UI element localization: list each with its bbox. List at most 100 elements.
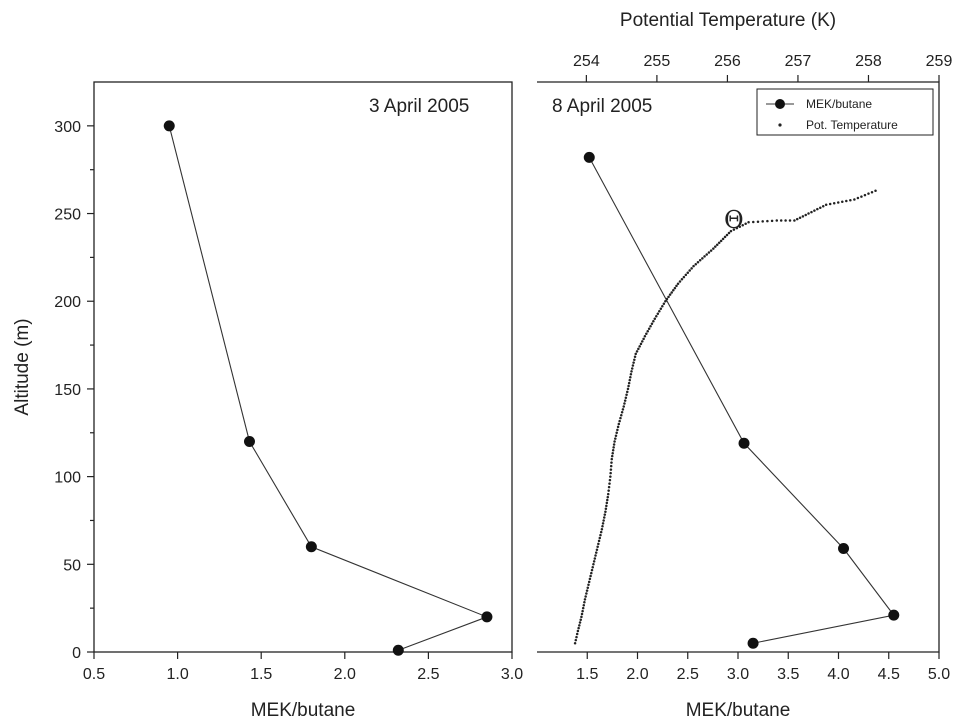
left-data-point bbox=[392, 644, 404, 656]
pot-temp-point bbox=[675, 284, 678, 288]
pot-temp-point bbox=[824, 203, 828, 207]
pot-temp-point bbox=[667, 295, 670, 299]
pot-temp-point bbox=[586, 586, 590, 589]
left-panel-annotation: 3 April 2005 bbox=[369, 96, 469, 117]
pot-temp-point bbox=[653, 317, 657, 321]
pot-temp-point bbox=[600, 527, 604, 531]
pot-temp-point bbox=[723, 235, 727, 239]
pot-temp-point bbox=[606, 498, 609, 502]
pot-temp-point bbox=[721, 237, 725, 241]
right-panel-annotation: 8 April 2005 bbox=[552, 96, 652, 117]
pot-temp-point bbox=[807, 212, 810, 215]
pot-temp-point bbox=[662, 302, 666, 305]
pot-temp-point bbox=[575, 632, 579, 636]
pot-temp-point bbox=[610, 454, 614, 458]
left-axis-ticks: 0.5 1.0 1.5 2.0 2.5 3.0 0 50 100 150 200 250 300 bbox=[54, 119, 523, 683]
pot-temp-point bbox=[655, 315, 658, 318]
pot-temp-point bbox=[617, 422, 621, 426]
pot-temp-point bbox=[698, 259, 702, 262]
pot-temp-point bbox=[630, 367, 634, 370]
pot-temp-point bbox=[588, 577, 592, 581]
pot-temp-point bbox=[686, 271, 689, 274]
pot-temp-point bbox=[652, 320, 655, 323]
pot-temp-point bbox=[867, 192, 870, 195]
right-series-group bbox=[573, 151, 900, 649]
pot-temp-point bbox=[810, 210, 813, 214]
pot-temp-point bbox=[628, 378, 631, 382]
pot-temp-point bbox=[592, 560, 596, 563]
pot-temp-point bbox=[587, 583, 590, 587]
pot-temp-point bbox=[580, 612, 584, 616]
pot-temp-point bbox=[604, 510, 607, 513]
pot-temp-point bbox=[705, 253, 708, 256]
pot-temp-point bbox=[584, 595, 587, 598]
y-tick-label: 200 bbox=[54, 294, 81, 311]
pot-temp-point bbox=[605, 501, 609, 505]
pot-temp-point bbox=[622, 405, 625, 408]
pot-temp-point bbox=[670, 291, 673, 294]
pot-temp-point bbox=[813, 209, 816, 212]
pot-temp-point bbox=[680, 278, 684, 281]
legend-box bbox=[756, 88, 934, 136]
pot-temp-point bbox=[860, 195, 863, 198]
right-x-tick-label: 4.0 bbox=[827, 666, 849, 683]
right-x-tick-label: 3.5 bbox=[777, 666, 799, 683]
pot-temp-point bbox=[602, 519, 605, 522]
pot-temp-point bbox=[609, 471, 612, 475]
right-data-point bbox=[738, 437, 750, 449]
pot-temp-point bbox=[611, 449, 615, 452]
pot-temp-point bbox=[633, 358, 636, 361]
left-series-group bbox=[163, 120, 493, 656]
pot-temp-point bbox=[599, 530, 603, 534]
pot-temp-point bbox=[595, 548, 599, 551]
pot-temp-point bbox=[738, 225, 742, 228]
pot-temp-point bbox=[587, 580, 591, 584]
pot-temp-point bbox=[578, 624, 581, 627]
pot-temp-point bbox=[714, 245, 717, 248]
pot-temp-point bbox=[673, 286, 677, 290]
pot-temp-point bbox=[612, 443, 616, 446]
pot-temp-point bbox=[668, 293, 672, 296]
pot-temp-point bbox=[804, 213, 807, 217]
pot-temp-point bbox=[647, 327, 651, 331]
pot-temp-point bbox=[741, 223, 744, 227]
pot-temp-point bbox=[577, 626, 580, 630]
pot-temp-point bbox=[620, 411, 624, 414]
pot-temp-point bbox=[672, 289, 675, 292]
pot-temp-point bbox=[607, 485, 611, 489]
pot-temp-point bbox=[664, 299, 667, 303]
pot-temp-point bbox=[661, 304, 664, 308]
left-x-tick-label: 2.0 bbox=[334, 666, 356, 683]
y-axis-label: Altitude (m) bbox=[12, 318, 33, 415]
pot-temp-point bbox=[594, 554, 597, 557]
y-tick-label: 0 bbox=[72, 645, 81, 662]
y-tick-label: 50 bbox=[63, 557, 81, 574]
pot-temp-point bbox=[609, 468, 613, 471]
pot-temp-point bbox=[638, 345, 641, 348]
pot-temp-point bbox=[761, 220, 764, 223]
pot-temp-point bbox=[756, 220, 760, 223]
left-data-point bbox=[481, 611, 493, 623]
pot-temp-point bbox=[616, 425, 620, 429]
pot-temp-point bbox=[607, 489, 610, 492]
pot-temp-point bbox=[591, 565, 594, 569]
pot-temp-point bbox=[632, 361, 635, 364]
pot-temp-point bbox=[576, 629, 580, 633]
pot-temp-point bbox=[614, 434, 618, 437]
right-plot-frame bbox=[537, 81, 940, 653]
pot-temp-point bbox=[766, 219, 769, 223]
pot-temp-point bbox=[573, 641, 577, 645]
pot-temp-point bbox=[752, 220, 755, 224]
pot-temp-point bbox=[596, 545, 599, 549]
right-data-point bbox=[747, 637, 759, 649]
pot-temp-point bbox=[703, 255, 706, 258]
y-tick-label: 100 bbox=[54, 470, 81, 487]
pot-temp-point bbox=[601, 522, 605, 525]
right-x-tick-label: 3.0 bbox=[727, 666, 749, 683]
pot-temp-point bbox=[853, 198, 856, 201]
pot-temp-point bbox=[727, 231, 731, 235]
pot-temp-point bbox=[874, 189, 877, 192]
pot-temp-point bbox=[625, 393, 628, 397]
top-x-tick-label: 256 bbox=[714, 53, 741, 70]
